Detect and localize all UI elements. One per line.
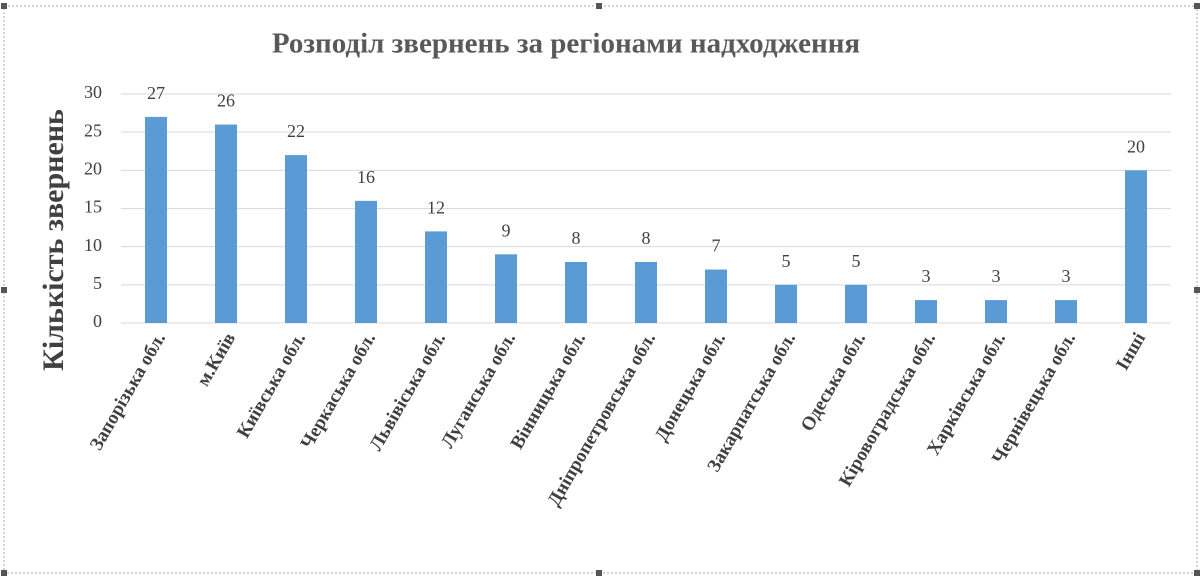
y-tick-label: 25 bbox=[84, 120, 102, 140]
bar bbox=[915, 300, 937, 323]
chart-title: Розподіл звернень за регіонами надходжен… bbox=[272, 28, 860, 60]
data-label: 5 bbox=[782, 251, 791, 271]
bar bbox=[215, 124, 237, 324]
bar bbox=[635, 261, 657, 323]
bar bbox=[425, 231, 447, 323]
y-tick-label: 0 bbox=[93, 311, 102, 331]
bar bbox=[705, 269, 727, 323]
y-axis-label: Кількість звернень bbox=[37, 109, 70, 371]
x-tick-label: Черкаська обл. bbox=[297, 329, 380, 452]
data-label: 8 bbox=[642, 228, 651, 248]
data-label: 3 bbox=[992, 266, 1001, 286]
bar bbox=[145, 116, 167, 324]
data-label: 12 bbox=[427, 198, 445, 218]
data-label: 9 bbox=[502, 220, 511, 240]
resize-handles bbox=[1, 3, 1200, 576]
bar bbox=[1055, 300, 1077, 323]
bar bbox=[495, 254, 517, 323]
data-label: 3 bbox=[922, 266, 931, 286]
data-label: 16 bbox=[357, 167, 375, 187]
bar bbox=[355, 200, 377, 323]
x-tick-label: Донецька обл. bbox=[651, 329, 730, 445]
bar bbox=[985, 300, 1007, 323]
x-tick-label: Харківська обл. bbox=[923, 329, 1010, 459]
data-label: 26 bbox=[217, 91, 235, 111]
bar bbox=[285, 155, 307, 323]
x-tick-label: Львівіська обл. bbox=[366, 329, 450, 454]
y-tick-label: 5 bbox=[93, 273, 102, 293]
data-label: 8 bbox=[572, 228, 581, 248]
bar bbox=[1125, 170, 1147, 323]
y-tick-label: 30 bbox=[84, 82, 102, 102]
x-tick-label: Київська обл. bbox=[233, 329, 310, 442]
data-label: 20 bbox=[1127, 136, 1145, 156]
x-tick-label: Інші bbox=[1112, 329, 1150, 374]
x-tick-label: м.Київ bbox=[193, 329, 240, 390]
data-label: 27 bbox=[147, 83, 165, 103]
bar bbox=[845, 284, 867, 323]
y-tick-label: 20 bbox=[84, 158, 102, 178]
y-tick-label: 15 bbox=[84, 197, 102, 217]
x-tick-label: Луганська обл. bbox=[437, 329, 520, 452]
x-tick-label: Запорізька обл. bbox=[86, 329, 170, 454]
x-tick-label: Вінницька обл. bbox=[507, 329, 591, 453]
frame bbox=[3, 5, 1198, 574]
y-tick-label: 10 bbox=[84, 235, 102, 255]
data-label: 7 bbox=[712, 236, 721, 256]
bar bbox=[565, 261, 587, 323]
bar bbox=[775, 284, 797, 323]
data-label: 5 bbox=[852, 251, 861, 271]
data-label: 22 bbox=[287, 121, 305, 141]
x-tick-label: Одеська обл. bbox=[797, 329, 870, 435]
data-label: 3 bbox=[1062, 266, 1071, 286]
